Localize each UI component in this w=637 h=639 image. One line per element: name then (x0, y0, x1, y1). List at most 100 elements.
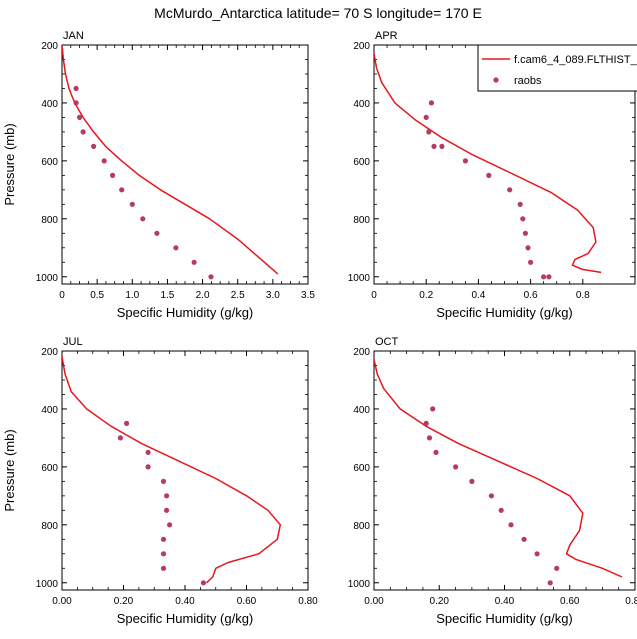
x-tick-label: 3.0 (266, 290, 280, 301)
x-tick-label: 0.40 (175, 596, 195, 607)
raobs-point (431, 143, 437, 149)
raobs-point (522, 230, 529, 236)
y-axis-label: Pressure (mb) (2, 429, 17, 511)
x-tick-label: 0.4 (471, 290, 485, 301)
raobs-point (164, 507, 170, 513)
raobs-point (145, 464, 151, 470)
raobs-point (423, 114, 429, 120)
raobs-point (173, 245, 179, 251)
raobs-point (73, 85, 79, 92)
x-tick-label: 0 (371, 290, 377, 301)
raobs-point (164, 493, 170, 499)
x-tick-label: 3.5 (301, 290, 315, 301)
raobs-point (208, 274, 214, 280)
legend-marker-swatch (493, 77, 499, 83)
panel-apr: APR 0 0.2 0.4 0.6 0.8 200 400 600 800 1000 Specific… (348, 30, 636, 320)
x-tick-label: 0.2 (419, 290, 433, 301)
figure-title: McMurdo_Antarctica latitude= 70 S longit… (154, 5, 482, 21)
raobs-point (73, 100, 79, 106)
panel-oct: OCT 0.00 0.20 0.40 0.60 0.80 200 400 600 800 1000 S… (348, 336, 637, 626)
raobs-point (110, 172, 116, 178)
y-tick-label: 400 (353, 405, 370, 416)
x-tick-label: 0.00 (52, 596, 72, 607)
y-tick-label: 200 (353, 347, 370, 358)
x-axis-label: Specific Humidity (g/kg) (436, 305, 573, 320)
y-tick-label: 200 (41, 41, 58, 52)
raobs-point (525, 245, 531, 251)
raobs-point (428, 100, 434, 106)
raobs-point (430, 406, 436, 412)
y-tick-label: 1000 (348, 579, 371, 590)
x-axis-label: Specific Humidity (g/kg) (117, 611, 254, 626)
raobs-point (433, 449, 439, 455)
y-tick-label: 1000 (36, 273, 59, 284)
y-tick-label: 800 (353, 521, 370, 532)
x-tick-label: 2.5 (231, 290, 245, 301)
x-tick-label: 0.20 (114, 596, 134, 607)
plot-area (374, 359, 623, 586)
raobs-point (486, 172, 492, 178)
panel-jan: JAN 0 0.5 1.0 1.5 2.0 2.5 3.0 3.5 200 400 600 800 100… (2, 30, 315, 320)
model-profile-line (62, 45, 279, 275)
raobs-point (488, 493, 494, 499)
legend-model-label: f.cam6_4_089.FLTHIST_ne30.r328_gamma0.33… (514, 54, 637, 66)
panel-title: JUL (63, 336, 83, 348)
y-axis-label: Pressure (mb) (2, 123, 17, 205)
raobs-point (426, 129, 432, 135)
panel-jul: JUL 0.00 0.20 0.40 0.60 0.80 200 400 600 800 1000 S… (2, 336, 318, 626)
y-tick-label: 400 (353, 99, 370, 110)
model-profile-line (62, 356, 282, 584)
raobs-point (521, 536, 527, 542)
y-tick-label: 800 (353, 215, 370, 226)
y-tick-label: 800 (41, 521, 58, 532)
y-tick-label: 800 (41, 215, 58, 226)
raobs-point (498, 507, 504, 513)
y-tick-label: 1000 (36, 579, 59, 590)
x-tick-label: 0.5 (90, 290, 104, 301)
raobs-point (167, 522, 173, 528)
raobs-point (546, 274, 552, 280)
legend-obs-label: raobs (514, 75, 542, 87)
raobs-point (160, 551, 167, 557)
x-tick-label: 0.6 (524, 290, 538, 301)
raobs-point (462, 158, 468, 164)
raobs-point (547, 580, 553, 586)
x-axis-label: Specific Humidity (g/kg) (436, 611, 573, 626)
plot-area (62, 356, 282, 586)
x-tick-label: 0.60 (237, 596, 257, 607)
plot-frame (61, 44, 309, 285)
x-tick-label: 0.8 (576, 290, 590, 301)
y-tick-label: 1000 (348, 273, 371, 284)
raobs-point (520, 216, 526, 222)
panel-title: APR (375, 30, 398, 42)
y-tick-label: 600 (353, 463, 370, 474)
raobs-point (160, 565, 167, 571)
raobs-point (160, 478, 167, 484)
y-tick-label: 600 (353, 157, 370, 168)
legend-box (477, 44, 637, 92)
raobs-point (101, 158, 107, 164)
raobs-point (129, 201, 135, 207)
y-tick-label: 600 (41, 157, 58, 168)
x-axis-label: Specific Humidity (g/kg) (117, 305, 254, 320)
raobs-point (453, 464, 459, 470)
panel-title: OCT (375, 336, 399, 348)
panel-title: JAN (63, 30, 84, 42)
raobs-point (80, 129, 86, 135)
raobs-point (541, 274, 547, 280)
plot-area (374, 53, 602, 280)
x-tick-label: 1.0 (125, 290, 139, 301)
raobs-point (469, 478, 475, 484)
model-profile-line (374, 359, 623, 578)
x-tick-label: 0.80 (298, 596, 318, 607)
raobs-point (160, 536, 167, 542)
y-tick-label: 200 (41, 347, 58, 358)
raobs-point (423, 420, 429, 426)
x-tick-label: 1.5 (160, 290, 174, 301)
raobs-point (534, 551, 540, 557)
raobs-point (426, 435, 433, 441)
raobs-point (145, 449, 151, 455)
x-tick-label: 0 (59, 290, 65, 301)
plot-frame (61, 350, 309, 591)
